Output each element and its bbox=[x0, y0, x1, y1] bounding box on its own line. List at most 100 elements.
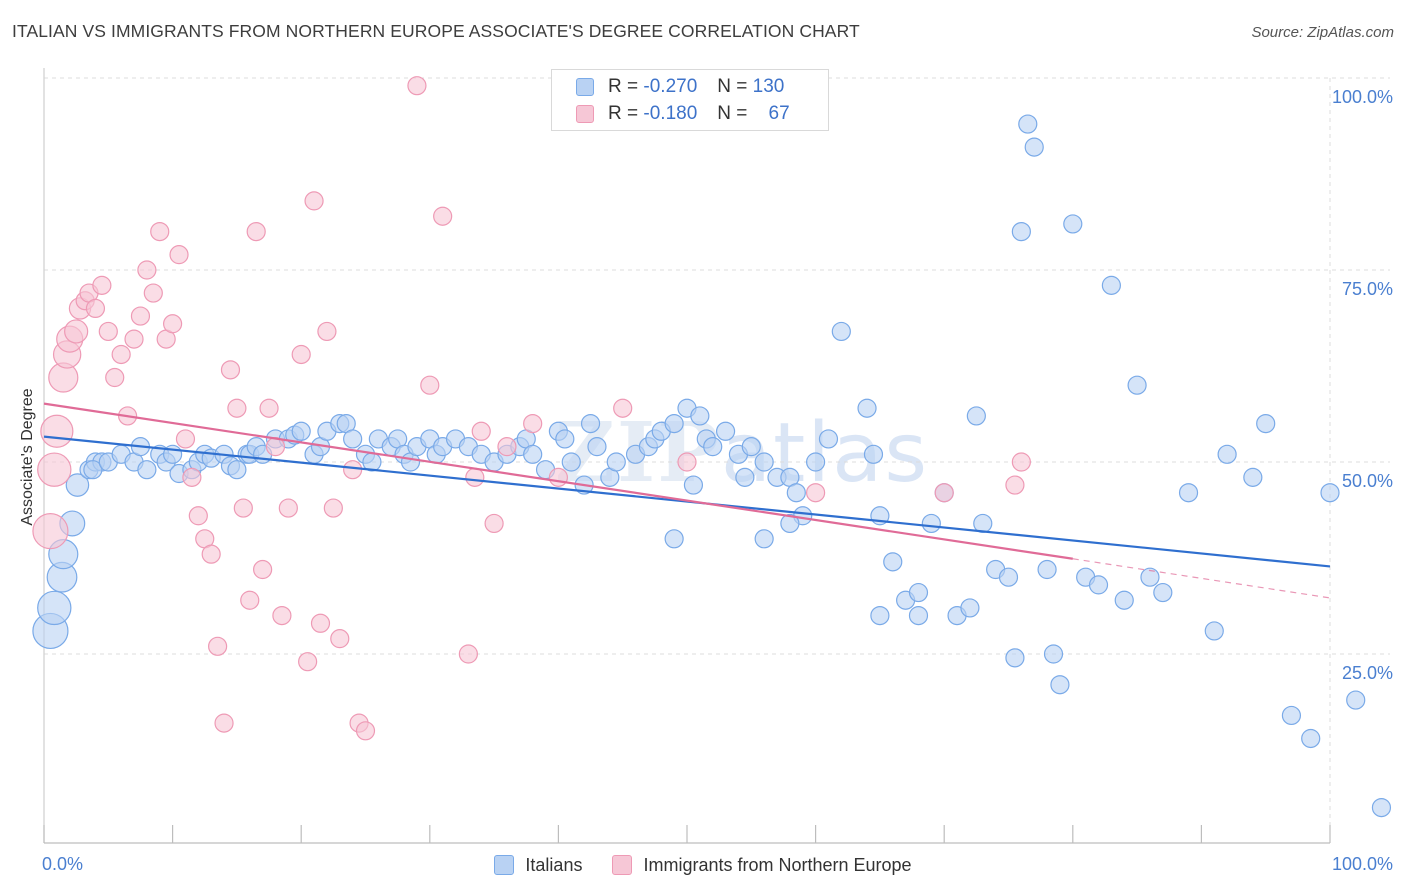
immigrants-point bbox=[201, 544, 221, 564]
italians-point bbox=[754, 452, 774, 472]
italians-point bbox=[857, 398, 877, 418]
immigrants-point bbox=[188, 506, 208, 526]
immigrants-point bbox=[32, 513, 69, 550]
italians-point bbox=[1063, 214, 1083, 234]
immigrants-point bbox=[37, 452, 72, 487]
immigrants-trend-extension bbox=[1072, 558, 1331, 599]
legend-swatch-italians bbox=[494, 855, 515, 875]
italians-point bbox=[780, 513, 800, 534]
italians-point bbox=[291, 421, 311, 441]
immigrants-point bbox=[85, 298, 106, 318]
immigrants-point bbox=[471, 421, 491, 441]
italians-point bbox=[966, 406, 986, 426]
italians-point bbox=[343, 429, 363, 449]
italians-r-value: -0.270 bbox=[643, 76, 698, 97]
immigrants-point bbox=[233, 498, 253, 518]
italians-point bbox=[664, 529, 684, 549]
immigrants-point bbox=[805, 483, 826, 503]
italians-point bbox=[1050, 675, 1070, 695]
italians-point bbox=[1127, 375, 1147, 395]
immigrants-point bbox=[64, 319, 89, 344]
immigrants-point bbox=[246, 222, 266, 242]
immigrants-point bbox=[124, 329, 144, 349]
immigrants-point bbox=[304, 191, 324, 211]
italians-n-label: N = bbox=[717, 76, 748, 97]
immigrants-point bbox=[613, 398, 633, 418]
italians-point bbox=[1018, 114, 1038, 134]
x-tick-label-max: 100.0% bbox=[1332, 854, 1393, 874]
immigrants-point bbox=[343, 460, 363, 480]
y-tick-label-75: 75.0% bbox=[1342, 279, 1393, 299]
italians-point bbox=[741, 437, 761, 457]
immigrants-point bbox=[458, 644, 478, 664]
immigrants-r-value: -0.180 bbox=[643, 103, 698, 124]
italians-point bbox=[1011, 222, 1031, 242]
italians-point bbox=[1024, 137, 1044, 157]
italians-point bbox=[883, 552, 903, 572]
italians-point bbox=[863, 444, 884, 464]
italians-point bbox=[818, 429, 839, 449]
y-tick-label-50: 50.0% bbox=[1342, 471, 1393, 491]
italians-point bbox=[786, 483, 806, 503]
italians-point bbox=[831, 321, 851, 342]
immigrants-point bbox=[523, 414, 543, 434]
immigrants-point bbox=[227, 398, 247, 418]
immigrants-points bbox=[32, 76, 1031, 741]
italians-point bbox=[960, 598, 980, 618]
immigrants-point bbox=[330, 629, 350, 649]
immigrants-point bbox=[433, 206, 453, 226]
immigrants-n-label: N = bbox=[717, 103, 748, 124]
immigrants-point bbox=[208, 636, 228, 656]
source-credit: Source: ZipAtlas.com bbox=[1251, 24, 1394, 41]
trend-lines bbox=[43, 402, 1331, 599]
immigrants-point bbox=[105, 367, 125, 388]
italians-point bbox=[1243, 467, 1263, 487]
axes bbox=[43, 68, 1331, 844]
y-tick-label-25: 25.0% bbox=[1342, 663, 1393, 683]
immigrants-point bbox=[1011, 452, 1031, 472]
immigrants-point bbox=[278, 498, 298, 518]
italians-point bbox=[1037, 559, 1057, 580]
italians-point bbox=[1140, 567, 1160, 587]
immigrants-point bbox=[465, 467, 485, 487]
italians-point bbox=[1217, 444, 1237, 464]
immigrants-point bbox=[317, 321, 337, 342]
immigrants-n-value: 67 bbox=[768, 103, 790, 124]
italians-point bbox=[1114, 590, 1134, 610]
immigrants-point bbox=[92, 275, 112, 295]
chart-title: ITALIAN VS IMMIGRANTS FROM NORTHERN EURO… bbox=[12, 21, 860, 41]
immigrants-point bbox=[253, 559, 273, 580]
immigrants-point bbox=[182, 467, 202, 487]
legend-item-immigrants[interactable]: Immigrants from Northern Europe bbox=[612, 855, 912, 876]
italians-point bbox=[805, 452, 826, 472]
immigrants-point bbox=[291, 344, 311, 365]
italians-point bbox=[1101, 275, 1121, 295]
immigrants-point bbox=[497, 437, 517, 457]
italians-point bbox=[690, 406, 710, 426]
immigrants-point bbox=[298, 652, 318, 672]
italians-point bbox=[523, 444, 543, 464]
immigrants-point bbox=[175, 429, 196, 449]
stats-legend: R = -0.270 N = 130 R = -0.180 N = 67 bbox=[551, 69, 829, 131]
immigrants-point bbox=[272, 605, 292, 626]
immigrants-point bbox=[548, 467, 569, 487]
legend-label-italians: Italians bbox=[525, 854, 583, 875]
italians-point bbox=[715, 421, 736, 441]
italians-point bbox=[754, 529, 774, 549]
immigrants-point bbox=[934, 483, 954, 503]
italians-point bbox=[908, 605, 929, 626]
italians-point bbox=[137, 460, 157, 480]
tick-labels: 25.0% 50.0% 75.0% 100.0% 0.0% 100.0% bbox=[42, 87, 1393, 874]
italians-point bbox=[998, 567, 1019, 587]
italians-point bbox=[735, 467, 755, 487]
italians-points bbox=[32, 114, 1392, 818]
italians-point bbox=[921, 513, 941, 534]
italians-point bbox=[1256, 414, 1276, 434]
immigrants-point bbox=[1005, 475, 1025, 495]
italians-n-value: 130 bbox=[752, 76, 785, 97]
immigrants-point bbox=[484, 513, 504, 534]
italians-point bbox=[227, 460, 247, 480]
legend-item-italians[interactable]: Italians bbox=[494, 855, 582, 876]
immigrants-point bbox=[220, 360, 241, 380]
